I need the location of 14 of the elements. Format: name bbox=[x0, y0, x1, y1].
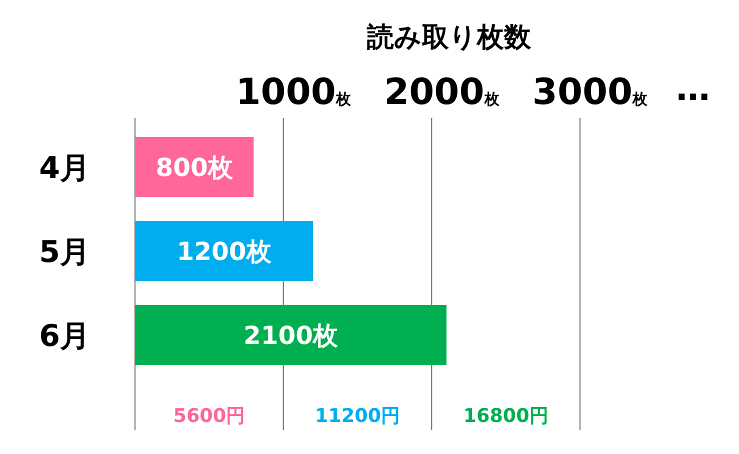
y-tick-label: 5月 bbox=[39, 235, 90, 270]
data-label: 1200枚 bbox=[176, 237, 272, 266]
x-tick-label: 1000枚 bbox=[236, 72, 352, 113]
annotation: 11200円 bbox=[314, 405, 400, 427]
annotation: 5600円 bbox=[173, 405, 246, 427]
continuation: … bbox=[676, 69, 710, 109]
y-tick-label: 6月 bbox=[39, 319, 90, 354]
x-tick-label: 3000枚 bbox=[532, 72, 649, 113]
y-tick-label: 4月 bbox=[39, 151, 90, 186]
data-label: 2100枚 bbox=[243, 321, 340, 350]
annotation: 16800円 bbox=[463, 405, 548, 427]
chart-title: 読み取り枚数 bbox=[366, 22, 532, 53]
data-label: 800枚 bbox=[156, 153, 234, 182]
x-tick-label: 2000枚 bbox=[384, 72, 500, 113]
